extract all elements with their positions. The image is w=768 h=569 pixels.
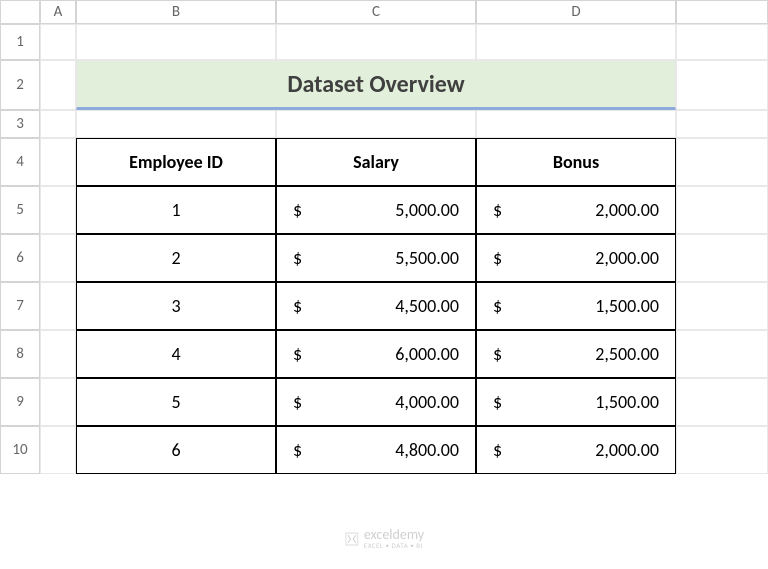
cell-e2[interactable] bbox=[676, 60, 768, 110]
cell-a8[interactable] bbox=[40, 330, 76, 378]
data-id-4[interactable]: 4 bbox=[76, 330, 276, 378]
header-employee-id[interactable]: Employee ID bbox=[76, 138, 276, 186]
currency-symbol: $ bbox=[489, 439, 502, 461]
cell-a4[interactable] bbox=[40, 138, 76, 186]
title-cell[interactable]: Dataset Overview bbox=[76, 60, 676, 110]
watermark: exceldemy EXCEL • DATA • BI bbox=[344, 528, 424, 549]
header-salary[interactable]: Salary bbox=[276, 138, 476, 186]
row-header-4[interactable]: 4 bbox=[0, 138, 40, 186]
currency-value: 4,000.00 bbox=[395, 391, 463, 413]
currency-value: 1,500.00 bbox=[595, 391, 663, 413]
cell-a6[interactable] bbox=[40, 234, 76, 282]
currency-symbol: $ bbox=[289, 295, 302, 317]
corner-cell[interactable] bbox=[0, 0, 40, 24]
row-header-6[interactable]: 6 bbox=[0, 234, 40, 282]
data-id-6[interactable]: 6 bbox=[76, 426, 276, 474]
currency-symbol: $ bbox=[289, 391, 302, 413]
col-header-a[interactable]: A bbox=[40, 0, 76, 24]
col-header-c[interactable]: C bbox=[276, 0, 476, 24]
cell-a9[interactable] bbox=[40, 378, 76, 426]
currency-symbol: $ bbox=[289, 439, 302, 461]
col-header-d[interactable]: D bbox=[476, 0, 676, 24]
row-header-7[interactable]: 7 bbox=[0, 282, 40, 330]
cell-e4[interactable] bbox=[676, 138, 768, 186]
row-header-9[interactable]: 9 bbox=[0, 378, 40, 426]
cell-e10[interactable] bbox=[676, 426, 768, 474]
row-header-8[interactable]: 8 bbox=[0, 330, 40, 378]
currency-symbol: $ bbox=[289, 343, 302, 365]
cell-a1[interactable] bbox=[40, 24, 76, 60]
currency-value: 2,000.00 bbox=[595, 199, 663, 221]
currency-value: 5,000.00 bbox=[395, 199, 463, 221]
data-salary-4[interactable]: $ 6,000.00 bbox=[276, 330, 476, 378]
data-bonus-4[interactable]: $ 2,500.00 bbox=[476, 330, 676, 378]
currency-value: 5,500.00 bbox=[395, 247, 463, 269]
cell-e6[interactable] bbox=[676, 234, 768, 282]
cell-a3[interactable] bbox=[40, 110, 76, 138]
watermark-main: exceldemy bbox=[364, 528, 424, 542]
currency-symbol: $ bbox=[289, 199, 302, 221]
data-bonus-6[interactable]: $ 2,000.00 bbox=[476, 426, 676, 474]
data-salary-5[interactable]: $ 4,000.00 bbox=[276, 378, 476, 426]
col-header-e[interactable] bbox=[676, 0, 768, 24]
cell-a2[interactable] bbox=[40, 60, 76, 110]
data-id-1[interactable]: 1 bbox=[76, 186, 276, 234]
currency-value: 2,000.00 bbox=[595, 247, 663, 269]
cell-b1[interactable] bbox=[76, 24, 276, 60]
data-id-3[interactable]: 3 bbox=[76, 282, 276, 330]
cell-e3[interactable] bbox=[676, 110, 768, 138]
cell-c1[interactable] bbox=[276, 24, 476, 60]
currency-symbol: $ bbox=[489, 391, 502, 413]
cell-c3[interactable] bbox=[276, 110, 476, 138]
cell-a10[interactable] bbox=[40, 426, 76, 474]
row-header-3[interactable]: 3 bbox=[0, 110, 40, 138]
row-header-10[interactable]: 10 bbox=[0, 426, 40, 474]
data-bonus-3[interactable]: $ 1,500.00 bbox=[476, 282, 676, 330]
row-header-5[interactable]: 5 bbox=[0, 186, 40, 234]
watermark-sub: EXCEL • DATA • BI bbox=[364, 542, 424, 549]
cell-b3[interactable] bbox=[76, 110, 276, 138]
cell-e8[interactable] bbox=[676, 330, 768, 378]
data-bonus-1[interactable]: $ 2,000.00 bbox=[476, 186, 676, 234]
currency-value: 6,000.00 bbox=[395, 343, 463, 365]
currency-value: 1,500.00 bbox=[595, 295, 663, 317]
cell-e9[interactable] bbox=[676, 378, 768, 426]
data-salary-3[interactable]: $ 4,500.00 bbox=[276, 282, 476, 330]
currency-value: 2,500.00 bbox=[595, 343, 663, 365]
cell-e5[interactable] bbox=[676, 186, 768, 234]
data-salary-2[interactable]: $ 5,500.00 bbox=[276, 234, 476, 282]
header-bonus[interactable]: Bonus bbox=[476, 138, 676, 186]
currency-value: 4,800.00 bbox=[395, 439, 463, 461]
data-id-2[interactable]: 2 bbox=[76, 234, 276, 282]
data-salary-1[interactable]: $ 5,000.00 bbox=[276, 186, 476, 234]
data-salary-6[interactable]: $ 4,800.00 bbox=[276, 426, 476, 474]
excel-icon bbox=[344, 531, 360, 547]
cell-d3[interactable] bbox=[476, 110, 676, 138]
cell-d1[interactable] bbox=[476, 24, 676, 60]
spreadsheet-grid: A B C D 1 2 Dataset Overview 3 4 Employe… bbox=[0, 0, 768, 474]
currency-symbol: $ bbox=[489, 295, 502, 317]
currency-symbol: $ bbox=[489, 199, 502, 221]
row-header-2[interactable]: 2 bbox=[0, 60, 40, 110]
row-header-1[interactable]: 1 bbox=[0, 24, 40, 60]
cell-a7[interactable] bbox=[40, 282, 76, 330]
currency-symbol: $ bbox=[289, 247, 302, 269]
currency-value: 2,000.00 bbox=[595, 439, 663, 461]
cell-e1[interactable] bbox=[676, 24, 768, 60]
col-header-b[interactable]: B bbox=[76, 0, 276, 24]
cell-e7[interactable] bbox=[676, 282, 768, 330]
currency-symbol: $ bbox=[489, 343, 502, 365]
currency-symbol: $ bbox=[489, 247, 502, 269]
cell-a5[interactable] bbox=[40, 186, 76, 234]
data-id-5[interactable]: 5 bbox=[76, 378, 276, 426]
data-bonus-2[interactable]: $ 2,000.00 bbox=[476, 234, 676, 282]
currency-value: 4,500.00 bbox=[395, 295, 463, 317]
data-bonus-5[interactable]: $ 1,500.00 bbox=[476, 378, 676, 426]
